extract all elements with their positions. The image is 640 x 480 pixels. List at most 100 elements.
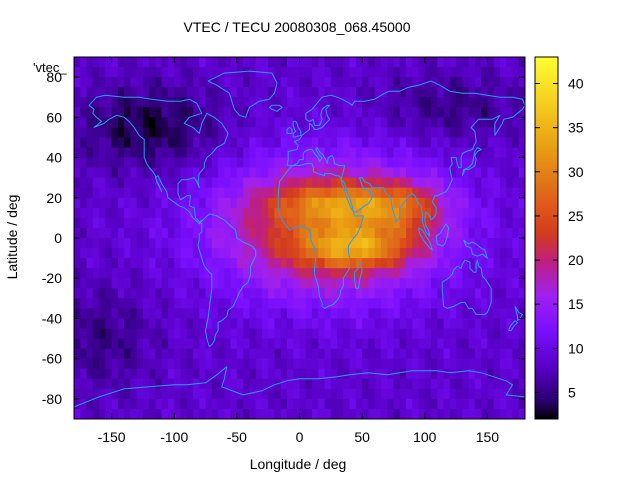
- heatmap-cell: [136, 57, 144, 68]
- heatmap-cell: [405, 227, 413, 239]
- heatmap-cell: [205, 97, 213, 108]
- heatmap-cell: [117, 97, 125, 108]
- heatmap-cell: [299, 338, 307, 350]
- heatmap-cell: [99, 368, 106, 380]
- heatmap-cell: [224, 117, 232, 128]
- heatmap-cell: [174, 167, 182, 179]
- heatmap-cell: [493, 408, 501, 419]
- heatmap-cell: [174, 107, 182, 118]
- heatmap-cell: [368, 348, 376, 360]
- heatmap-cell: [105, 288, 113, 299]
- heatmap-cell: [205, 187, 213, 199]
- heatmap-cell: [399, 87, 407, 98]
- heatmap-cell: [456, 268, 463, 279]
- heatmap-cell: [343, 117, 351, 128]
- heatmap-cell: [481, 87, 489, 98]
- heatmap-cell: [355, 107, 363, 118]
- heatmap-cell: [74, 298, 81, 309]
- heatmap-cell: [368, 107, 376, 118]
- heatmap-cell: [387, 378, 395, 390]
- heatmap-cell: [349, 318, 357, 330]
- heatmap-cell: [487, 87, 495, 98]
- heatmap-cell: [499, 388, 507, 400]
- heatmap-cell: [368, 167, 376, 179]
- heatmap-cell: [399, 398, 407, 410]
- heatmap-cell: [124, 97, 131, 108]
- heatmap-cell: [387, 207, 395, 219]
- heatmap-cell: [186, 117, 194, 128]
- heatmap-cell: [243, 318, 250, 330]
- heatmap-cell: [387, 127, 395, 139]
- heatmap-cell: [299, 398, 307, 410]
- heatmap-cell: [286, 328, 294, 340]
- heatmap-cell: [387, 217, 395, 229]
- heatmap-cell: [518, 217, 525, 229]
- heatmap-cell: [80, 408, 88, 419]
- heatmap-cell: [111, 157, 119, 169]
- heatmap-cell: [312, 197, 319, 209]
- heatmap-cell: [86, 167, 94, 179]
- heatmap-cell: [506, 328, 514, 340]
- heatmap-cell: [424, 308, 432, 320]
- heatmap-cell: [499, 87, 507, 98]
- heatmap-cell: [224, 197, 232, 209]
- heatmap-cell: [449, 177, 457, 189]
- heatmap-cell: [224, 157, 232, 169]
- heatmap-cell: [199, 288, 207, 299]
- heatmap-cell: [92, 67, 100, 78]
- heatmap-cell: [167, 167, 175, 179]
- heatmap-cell: [193, 298, 200, 309]
- heatmap-cell: [449, 398, 457, 410]
- heatmap-cell: [299, 298, 307, 309]
- heatmap-cell: [74, 147, 81, 159]
- heatmap-cell: [449, 298, 457, 309]
- heatmap-cell: [155, 147, 163, 159]
- heatmap-cell: [261, 77, 269, 88]
- heatmap-cell: [261, 408, 269, 419]
- heatmap-cell: [481, 408, 489, 419]
- heatmap-cell: [324, 177, 332, 189]
- heatmap-cell: [80, 87, 88, 98]
- heatmap-cell: [456, 57, 463, 68]
- heatmap-cell: [149, 127, 157, 139]
- colorbar-tick-label: 20: [568, 252, 584, 268]
- heatmap-cell: [211, 308, 219, 320]
- heatmap-cell: [199, 318, 207, 330]
- heatmap-cell: [387, 197, 395, 209]
- heatmap-cell: [380, 258, 388, 269]
- heatmap-cell: [368, 328, 376, 340]
- heatmap-cell: [424, 238, 432, 249]
- heatmap-cell: [312, 157, 319, 169]
- heatmap-cell: [180, 187, 188, 199]
- heatmap-cell: [111, 298, 119, 309]
- heatmap-cell: [224, 248, 232, 259]
- heatmap-cell: [449, 408, 457, 419]
- heatmap-cell: [124, 348, 131, 360]
- heatmap-cell: [318, 318, 326, 330]
- heatmap-cell: [324, 248, 332, 259]
- heatmap-cell: [412, 87, 420, 98]
- heatmap-cell: [330, 217, 338, 229]
- heatmap-cell: [412, 398, 420, 410]
- heatmap-cell: [456, 207, 463, 219]
- heatmap-cell: [512, 197, 520, 209]
- heatmap-cell: [499, 137, 507, 149]
- heatmap-cell: [243, 127, 250, 139]
- heatmap-cell: [443, 298, 451, 309]
- heatmap-cell: [280, 288, 288, 299]
- heatmap-cell: [111, 147, 119, 159]
- heatmap-cell: [274, 217, 282, 229]
- heatmap-cell: [493, 157, 501, 169]
- heatmap-cell: [355, 157, 363, 169]
- heatmap-cell: [324, 127, 332, 139]
- heatmap-cell: [74, 408, 81, 419]
- heatmap-cell: [312, 117, 319, 128]
- heatmap-cell: [199, 258, 207, 269]
- heatmap-cell: [424, 318, 432, 330]
- heatmap-cell: [74, 157, 81, 169]
- heatmap-cell: [80, 318, 88, 330]
- heatmap-cell: [312, 187, 319, 199]
- heatmap-cell: [255, 318, 263, 330]
- heatmap-cell: [456, 147, 463, 159]
- heatmap-cell: [124, 308, 131, 320]
